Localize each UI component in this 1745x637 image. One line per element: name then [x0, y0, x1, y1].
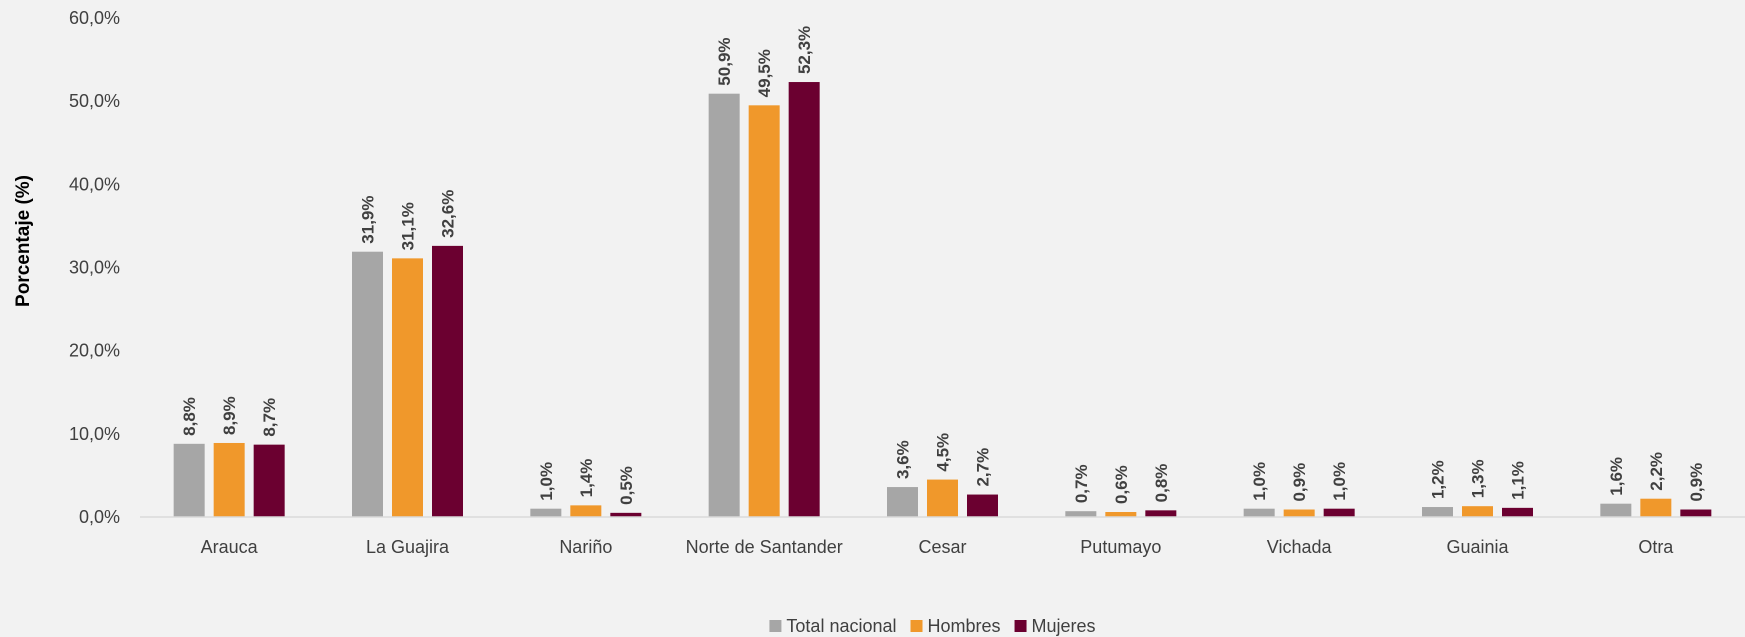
category-label: Nariño	[559, 537, 612, 557]
data-label: 0,8%	[1152, 464, 1171, 503]
bar	[1105, 512, 1137, 517]
data-label: 0,5%	[617, 466, 636, 505]
bar	[1323, 508, 1355, 517]
bar	[788, 82, 820, 517]
y-tick-label: 60,0%	[69, 8, 120, 28]
y-tick-label: 20,0%	[69, 341, 120, 361]
data-label: 2,7%	[974, 448, 993, 487]
y-tick-label: 0,0%	[79, 507, 120, 527]
data-labels: 8,8% 8,9% 8,7% 31,9% 31,1% 32,6% 1,0% 1,4% 0,5% 5…	[180, 26, 1706, 505]
category-label: Guainia	[1446, 537, 1509, 557]
bar	[392, 258, 423, 517]
legend-swatch	[769, 620, 782, 632]
data-label: 1,4%	[577, 459, 596, 498]
category-label: Arauca	[201, 537, 259, 557]
data-label: 1,0%	[1250, 462, 1269, 501]
bar	[530, 508, 562, 517]
bar	[1145, 510, 1177, 517]
data-label: 2,2%	[1647, 452, 1666, 491]
y-axis-ticks: 0,0% 10,0% 20,0% 30,0% 40,0% 50,0% 60,0%	[69, 8, 120, 527]
data-label: 31,1%	[399, 202, 418, 250]
data-label: 50,9%	[715, 37, 734, 85]
data-label: 8,7%	[260, 398, 279, 437]
bars	[173, 82, 1712, 518]
data-label: 0,9%	[1687, 463, 1706, 502]
y-tick-label: 30,0%	[69, 258, 120, 278]
legend: Total nacional Hombres Mujeres	[769, 616, 1096, 636]
data-label: 31,9%	[359, 195, 378, 243]
data-label: 0,9%	[1290, 463, 1309, 502]
data-label: 1,0%	[537, 462, 556, 501]
bar	[967, 494, 998, 517]
data-label: 1,3%	[1469, 459, 1488, 498]
data-label: 0,6%	[1112, 465, 1131, 504]
bar	[610, 512, 642, 517]
y-axis-label: Porcentaje (%)	[13, 175, 34, 307]
bar	[432, 245, 463, 518]
data-label: 4,5%	[934, 433, 953, 472]
bar	[213, 442, 245, 517]
bar	[1065, 511, 1097, 517]
data-label: 52,3%	[795, 26, 814, 74]
y-tick-label: 40,0%	[69, 174, 120, 194]
bar	[927, 479, 958, 517]
bar	[887, 487, 918, 517]
y-tick-label: 10,0%	[69, 424, 120, 444]
data-label: 8,9%	[220, 396, 239, 435]
legend-label: Mujeres	[1032, 616, 1096, 636]
legend-swatch	[1014, 620, 1027, 632]
category-label: La Guajira	[366, 537, 450, 557]
data-label: 49,5%	[755, 49, 774, 97]
bar	[1640, 498, 1672, 517]
category-labels: Arauca La Guajira Nariño Norte de Santander…	[201, 537, 1675, 557]
data-label: 8,8%	[180, 397, 199, 436]
category-label: Vichada	[1267, 537, 1333, 557]
legend-swatch	[910, 620, 923, 632]
bar	[352, 251, 383, 517]
bar	[748, 105, 780, 517]
legend-label: Hombres	[928, 616, 1001, 636]
category-label: Cesar	[918, 537, 966, 557]
bar	[1422, 507, 1453, 517]
data-label: 3,6%	[894, 440, 913, 479]
category-label: Norte de Santander	[686, 537, 843, 557]
bar	[1502, 507, 1533, 517]
data-label: 0,7%	[1072, 464, 1091, 503]
data-label: 1,0%	[1330, 462, 1349, 501]
y-tick-label: 50,0%	[69, 91, 120, 111]
bar	[1680, 509, 1712, 517]
data-label: 1,1%	[1509, 461, 1528, 500]
category-label: Putumayo	[1080, 537, 1161, 557]
data-label: 1,6%	[1607, 457, 1626, 496]
bar	[173, 443, 205, 517]
bar	[1283, 509, 1315, 517]
category-label: Otra	[1638, 537, 1674, 557]
bar	[1600, 503, 1632, 517]
bar	[708, 93, 740, 517]
bar	[570, 505, 602, 517]
bar	[1462, 506, 1493, 517]
data-label: 32,6%	[439, 190, 458, 238]
bar	[1243, 508, 1275, 517]
bar	[253, 444, 285, 517]
legend-label: Total nacional	[786, 616, 896, 636]
data-label: 1,2%	[1429, 460, 1448, 499]
